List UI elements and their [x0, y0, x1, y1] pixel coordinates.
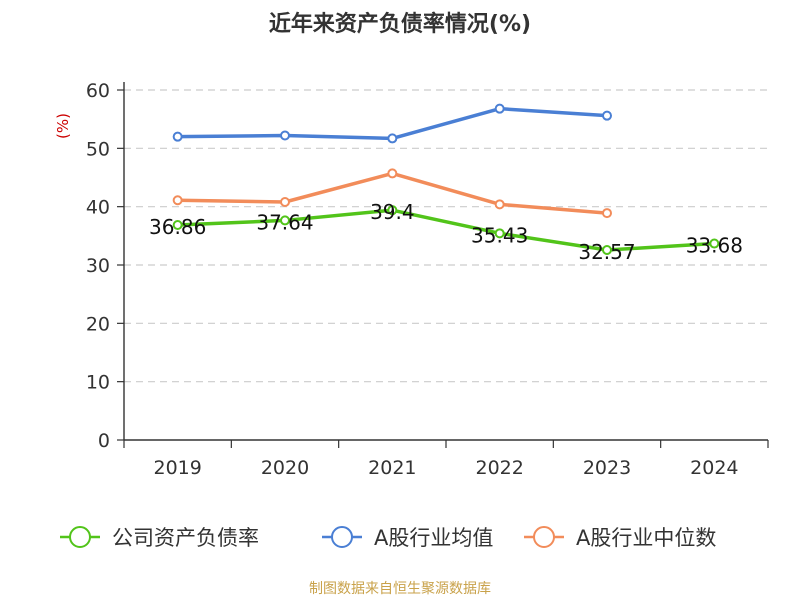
data-labels: 36.86 37.64 39.4 35.43 32.57 33.68 — [149, 200, 743, 264]
source-footer: 制图数据来自恒生聚源数据库 — [309, 581, 491, 597]
x-tick-label: 2023 — [583, 457, 631, 479]
data-label: 39.4 — [370, 200, 415, 224]
data-point — [387, 168, 398, 179]
data-point — [172, 131, 183, 142]
data-label: 35.43 — [471, 223, 528, 247]
legend-label: A股行业均值 — [374, 526, 493, 550]
data-point — [280, 197, 290, 207]
data-point — [602, 110, 612, 121]
series-lines — [172, 103, 720, 256]
y-tick-label: 60 — [86, 80, 110, 102]
data-point — [387, 205, 398, 216]
legend-label: A股行业中位数 — [576, 526, 716, 550]
x-tick-label: 2020 — [261, 457, 309, 479]
grid-lines — [124, 89, 768, 383]
data-point — [494, 103, 505, 114]
chart-title: 近年来资产负债率情况(%) — [268, 12, 532, 37]
x-tick-label: 2022 — [475, 457, 523, 479]
x-tick-label: 2024 — [690, 457, 738, 479]
data-label: 32.57 — [578, 240, 635, 264]
y-tick-label: 0 — [98, 430, 110, 452]
legend-marker — [533, 526, 555, 548]
legend-marker — [331, 526, 353, 548]
data-label: 36.86 — [149, 215, 206, 239]
data-point — [494, 199, 505, 210]
data-point — [494, 228, 505, 239]
y-axis-label: (%) — [54, 113, 72, 139]
data-point — [172, 219, 183, 230]
legend-marker — [69, 526, 91, 548]
series-line — [175, 208, 717, 252]
data-point — [280, 130, 290, 141]
legend-label: 公司资产负债率 — [112, 526, 259, 550]
data-point — [709, 238, 720, 249]
y-tick-label: 40 — [86, 197, 110, 219]
axes: 0 10 20 30 40 50 60 2019 2020 2021 2022 2023 2024 (%) — [54, 80, 769, 479]
data-point — [280, 215, 290, 226]
data-label: 33.68 — [686, 234, 743, 258]
y-tick-label: 30 — [86, 255, 110, 277]
data-point — [602, 245, 612, 256]
data-point — [602, 208, 612, 219]
data-label: 37.64 — [256, 210, 313, 234]
data-point — [387, 133, 398, 144]
y-tick-label: 20 — [86, 313, 110, 335]
x-tick-label: 2021 — [368, 457, 416, 479]
x-tick-label: 2019 — [153, 457, 201, 479]
y-tick-label: 10 — [86, 372, 110, 394]
y-tick-label: 50 — [86, 138, 110, 160]
data-point — [172, 195, 183, 206]
legend: 公司资产负债率 A股行业均值 A股行业中位数 — [60, 526, 716, 550]
